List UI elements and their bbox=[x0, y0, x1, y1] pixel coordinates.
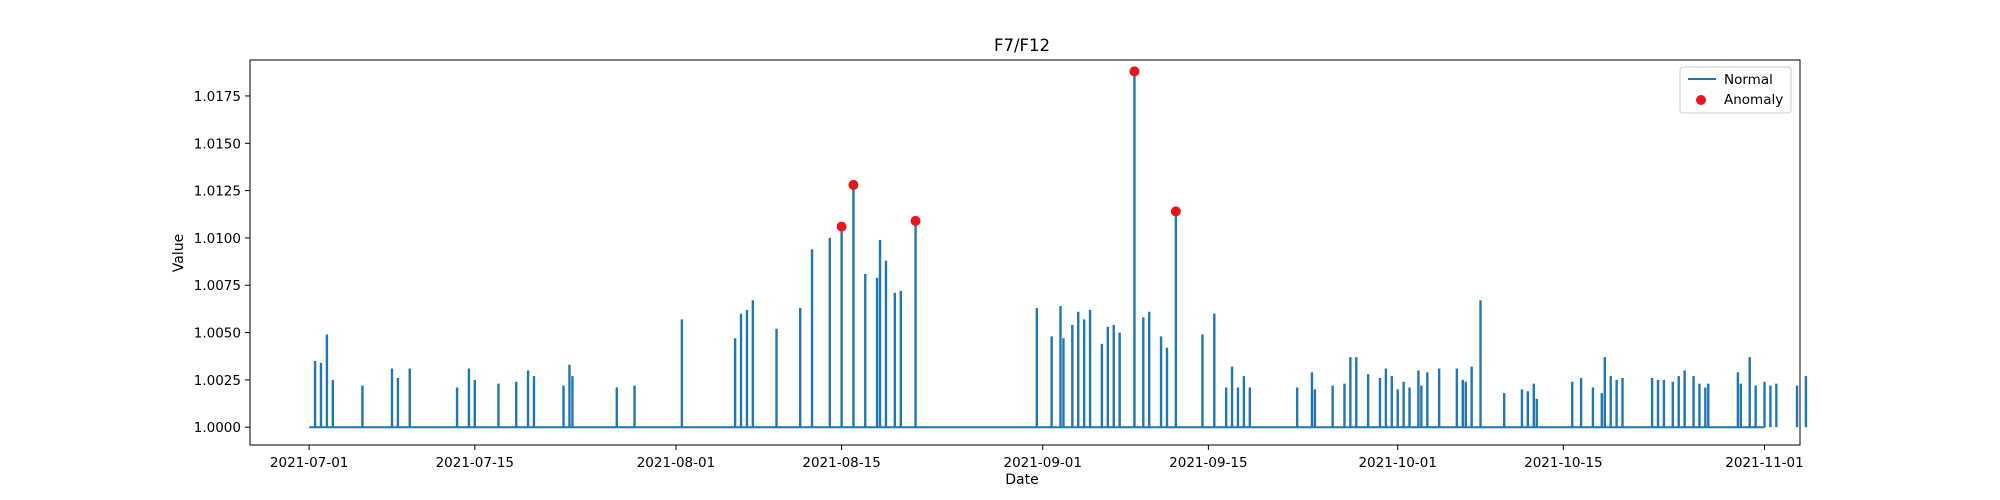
y-axis-label: Value bbox=[171, 234, 187, 272]
x-axis: 2021-07-01 2021-07-15 2021-08-01 2021-08-15… bbox=[270, 445, 1804, 471]
y-tick-label: 1.0000 bbox=[194, 420, 241, 436]
anomaly-series bbox=[836, 66, 1181, 232]
legend-anomaly-label: Anomaly bbox=[1724, 92, 1783, 108]
x-tick-label: 2021-07-15 bbox=[436, 455, 514, 471]
x-tick-label: 2021-08-15 bbox=[802, 455, 880, 471]
x-tick-label: 2021-07-01 bbox=[270, 455, 348, 471]
y-tick-label: 1.0075 bbox=[194, 278, 241, 294]
normal-series bbox=[309, 71, 1808, 429]
anomaly-point bbox=[836, 221, 847, 232]
legend-anomaly-swatch bbox=[1696, 95, 1706, 105]
y-tick-label: 1.0150 bbox=[194, 136, 241, 152]
y-tick-label: 1.0125 bbox=[194, 184, 241, 200]
y-tick-label: 1.0025 bbox=[194, 373, 241, 389]
x-tick-label: 2021-09-15 bbox=[1169, 455, 1247, 471]
chart-title: F7/F12 bbox=[994, 36, 1050, 55]
anomaly-point bbox=[910, 215, 921, 226]
anomaly-point bbox=[1170, 206, 1181, 217]
y-axis: 1.0000 1.0025 1.0050 1.0075 1.0100 1.0125 1.01… bbox=[194, 89, 250, 436]
x-tick-label: 2021-09-01 bbox=[1004, 455, 1082, 471]
y-tick-label: 1.0050 bbox=[194, 326, 241, 342]
legend: Normal Anomaly bbox=[1679, 66, 1792, 114]
anomaly-point bbox=[848, 179, 859, 190]
anomaly-point bbox=[1129, 66, 1140, 77]
plot-frame bbox=[249, 59, 1801, 446]
y-tick-label: 1.0175 bbox=[194, 89, 241, 105]
x-axis-label: Date bbox=[1005, 472, 1038, 488]
legend-normal-label: Normal bbox=[1724, 72, 1773, 88]
x-tick-label: 2021-08-01 bbox=[637, 455, 715, 471]
x-tick-label: 2021-11-01 bbox=[1725, 455, 1803, 471]
x-tick-label: 2021-10-01 bbox=[1358, 455, 1436, 471]
y-tick-label: 1.0100 bbox=[194, 231, 241, 247]
x-tick-label: 2021-10-15 bbox=[1524, 455, 1602, 471]
